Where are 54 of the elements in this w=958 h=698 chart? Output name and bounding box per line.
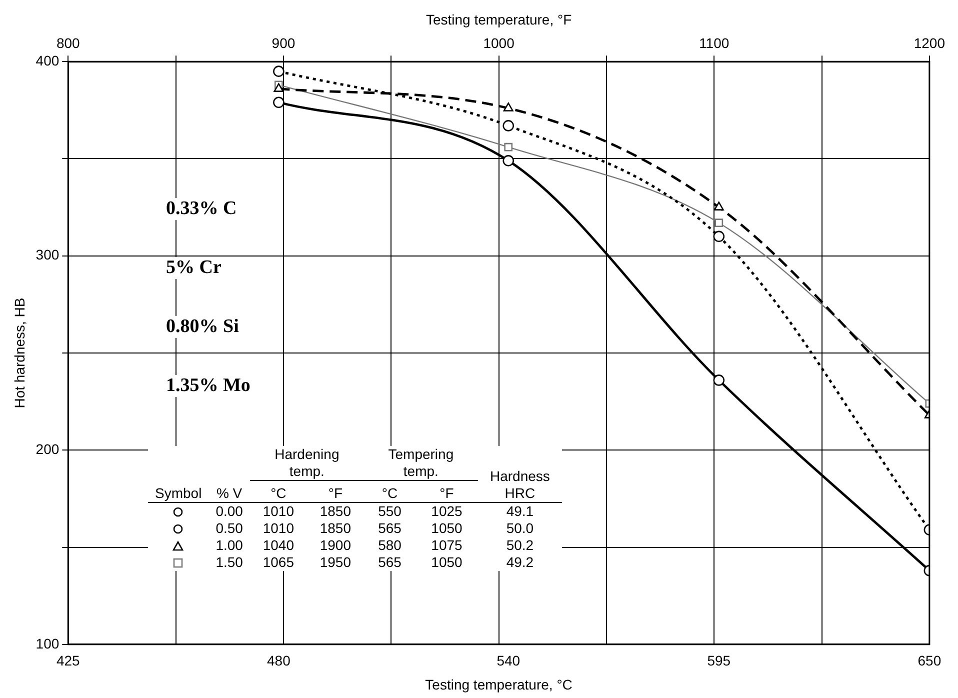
annotation: °F [438,484,455,502]
annotation: 50.0 [505,520,535,537]
annotation: 49.2 [505,554,535,571]
annotation: 0.33% C [163,198,240,220]
annotation: % V [215,484,244,502]
annotation: 565 [377,554,402,571]
x-tick-label: 425 [56,652,80,669]
annotation: 565 [377,520,402,537]
annotation: 1010 [262,502,296,520]
y-tick-label: 200 [36,440,60,457]
annotation: Hardening temp. [250,446,364,480]
x2-tick-label: 900 [272,35,296,52]
legend-label: 0.50 [214,520,244,537]
x2-axis-title: Testing temperature, °F [426,11,572,28]
x-tick-label: 595 [707,652,731,669]
annotation: 1050 [430,520,464,537]
y-tick-label: 100 [36,635,60,652]
x2-tick-label: 1000 [483,35,515,52]
annotation: 1850 [318,502,352,520]
annotation: 1050 [430,554,464,571]
x2-tick-label: 1100 [699,35,730,52]
annotation: 1.35% Mo [163,375,254,397]
x-tick-label: 650 [918,652,942,669]
y-tick-label: 400 [36,52,60,68]
annotation: °F [327,484,344,502]
annotation: 1850 [318,520,352,537]
x2-tick-label: 1200 [914,35,946,52]
legend-label: 0.00 [214,502,244,520]
annotation: Tempering temp. [364,446,478,480]
legend-label: 1.00 [214,537,244,554]
annotation: 1075 [430,537,464,554]
legend-label: 1.50 [214,554,244,571]
annotation: 1010 [262,520,296,537]
y-tick-label: 300 [36,246,60,263]
annotation: 0.80% Si [163,316,242,338]
annotation: 1950 [318,554,352,571]
annotation: Hardness HRC [478,446,562,502]
x-tick-label: 540 [496,652,520,669]
annotation: 50.2 [505,537,535,554]
annotation: 580 [377,537,402,554]
annotation: Symbol [154,484,203,502]
x2-tick-label: 800 [56,35,80,52]
annotation: 550 [377,502,402,520]
annotation: 1025 [430,502,464,520]
annotation: 1900 [318,537,352,554]
annotation: 49.1 [505,502,535,520]
y-axis-title: Hot hardness, HB [11,298,28,408]
x-axis-title: Testing temperature, °C [425,676,572,692]
annotation: °C [270,484,288,502]
x-tick-label: 480 [267,652,291,669]
annotation: °C [380,484,399,502]
annotation: 5% Cr [163,257,224,279]
annotation: 1065 [262,554,296,571]
annotation: 1040 [262,537,296,554]
